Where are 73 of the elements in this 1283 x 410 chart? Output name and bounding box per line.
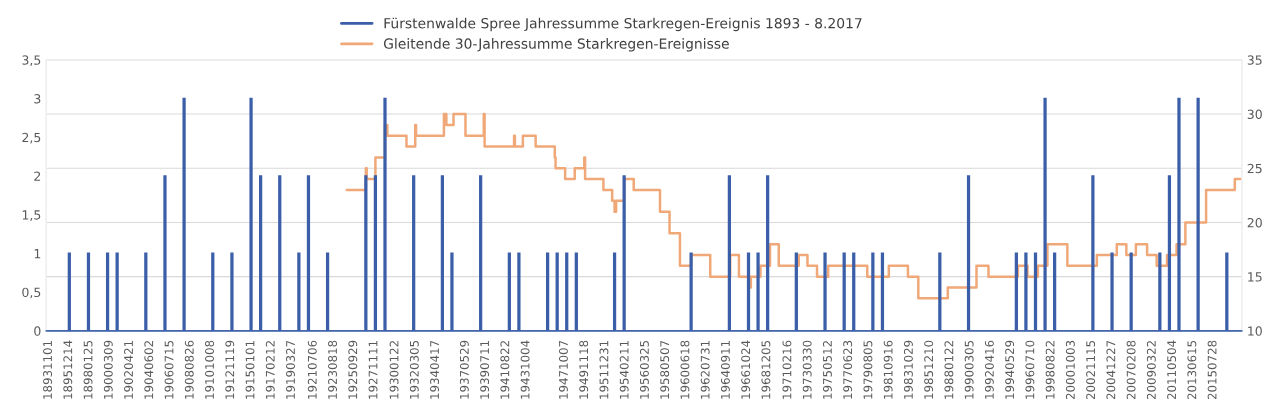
x-tick-label: 19940529 [1005, 340, 1015, 399]
y2-tick-label: 15 [1248, 272, 1262, 282]
x-tick-label: 19750512 [822, 341, 832, 399]
x-tick-label: 19600618 [680, 340, 690, 399]
y-tick-label: 0 [34, 326, 41, 336]
x-tick-label: 19810916 [883, 340, 893, 399]
y-tick-label: 1,5 [22, 210, 41, 221]
x-tick-label: 20150728 [1207, 340, 1217, 400]
x-tick-label: 19210706 [307, 340, 317, 399]
x-tick-label: 19640911 [720, 340, 730, 399]
x-tick-label: 19681205 [761, 340, 771, 399]
x-tick-label: 19271111 [368, 340, 378, 399]
y-tick-label: 2 [34, 171, 41, 181]
y2-tick-label: 10 [1248, 326, 1262, 336]
x-tick-label: 20110504 [1167, 340, 1177, 400]
legend-label: Fürstenwalde Spree Jahressumme Starkregen-Ereignis 1893 - 8.2017 [384, 17, 862, 32]
y-tick-label: 3 [34, 94, 41, 104]
x-tick-label: 19170212 [265, 341, 275, 399]
x-tick-label: 19960710 [1025, 340, 1035, 399]
x-tick-label: 19661024 [741, 340, 751, 399]
x-tick-label: 19060715 [164, 340, 174, 399]
x-tick-label: 19250929 [348, 340, 358, 399]
x-tick-label: 19580507 [660, 340, 670, 399]
x-tick-label: 18980125 [83, 340, 93, 399]
x-tick-label: 19320305 [409, 340, 419, 399]
x-tick-label: 19431004 [520, 340, 530, 399]
x-tick-label: 19540211 [619, 340, 629, 399]
x-tick-label: 19230818 [328, 340, 338, 399]
x-tick-label: 19620731 [700, 340, 710, 399]
x-tick-label: 19851210 [924, 340, 934, 399]
x-tick-label: 19880122 [944, 341, 954, 399]
x-tick-label: 19900305 [964, 340, 974, 399]
x-tick-label: 19560325 [639, 340, 649, 399]
x-tick-label: 20070208 [1126, 340, 1136, 400]
x-tick-label: 19150101 [245, 340, 255, 399]
x-tick-label: 19920416 [984, 340, 994, 399]
x-tick-label: 19511231 [599, 340, 609, 399]
x-tick-label: 19340417 [430, 340, 440, 399]
y2-tick-label: 20 [1247, 217, 1262, 228]
x-tick-label: 19000309 [103, 340, 113, 399]
x-tick-label: 19471007 [558, 340, 568, 399]
x-tick-label: 19831029 [903, 340, 913, 399]
x-tick-label: 19040602 [144, 341, 154, 399]
y2-tick-label: 25 [1247, 163, 1262, 174]
y2-tick-label: 30 [1247, 109, 1262, 119]
x-tick-label: 19190327 [286, 340, 295, 399]
x-tick-label: 19390711 [480, 340, 490, 399]
x-tick-label: 19770623 [843, 340, 853, 399]
y2-tick-label: 35 [1247, 55, 1262, 65]
x-tick-label: 20130615 [1187, 340, 1197, 400]
x-tick-label: 19121119 [225, 340, 235, 399]
y-tick-label: 0,5 [22, 287, 41, 299]
x-tick-label: 20001003 [1065, 340, 1075, 400]
x-tick-label: 19101008 [205, 340, 214, 399]
x-tick-label: 20090322 [1146, 341, 1156, 400]
x-tick-label: 19730330 [802, 340, 812, 399]
x-tick-label: 19300122 [389, 341, 399, 399]
y-tick-label: 3,5 [22, 55, 41, 67]
x-tick-label: 19710216 [782, 340, 792, 399]
x-tick-label: 18931101 [43, 340, 53, 399]
x-tick-label: 20041227 [1106, 340, 1116, 400]
x-tick-label: 19080826 [184, 340, 194, 399]
x-tick-label: 19410822 [500, 341, 510, 399]
x-tick-label: 19020421 [124, 340, 134, 399]
x-tick-label: 19790805 [863, 340, 873, 399]
x-tick-label: 20021115 [1086, 340, 1096, 400]
y-tick-label: 1 [34, 249, 41, 259]
x-tick-label: 19370529 [459, 340, 469, 399]
x-tick-label: 18951214 [63, 340, 73, 399]
y-tick-label: 2,5 [22, 132, 41, 144]
legend-label: Gleitende 30-Jahressumme Starkregen-Ereignisse [383, 38, 729, 52]
x-tick-label: 19980822 [1045, 341, 1055, 399]
x-tick-label: 19491118 [579, 340, 589, 399]
